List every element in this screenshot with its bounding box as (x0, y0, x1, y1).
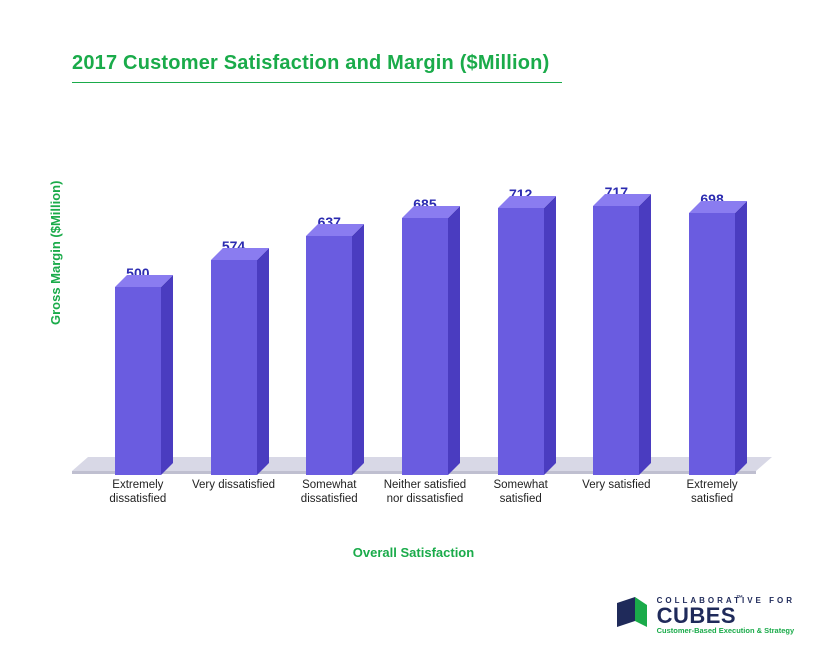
brand-logo: COLLABORATIVE FOR CUBES™ Customer-Based … (607, 595, 795, 637)
bar: 685 (398, 196, 452, 475)
bar-front-face (115, 287, 161, 475)
bar: 637 (302, 214, 356, 475)
bar: 717 (589, 184, 643, 475)
bar-side-face (257, 248, 269, 475)
bar-front-face (306, 236, 352, 475)
category-label: Very dissatisfied (189, 478, 279, 507)
bar: 500 (111, 265, 165, 475)
bar-3d (211, 260, 257, 475)
bar-front-face (211, 260, 257, 475)
x-axis-label: Overall Satisfaction (353, 545, 474, 560)
bar-side-face (352, 224, 364, 475)
category-label: Somewhat satisfied (476, 478, 566, 507)
chart-area: 500 574 637 685 712 717 698 (90, 130, 760, 475)
category-label: Extremely satisfied (667, 478, 757, 507)
bar-front-face (402, 218, 448, 475)
category-label: Extremely dissatisfied (93, 478, 183, 507)
bar-side-face (639, 194, 651, 475)
bar: 698 (685, 191, 739, 475)
category-label: Somewhat dissatisfied (284, 478, 374, 507)
cube-icon (607, 595, 649, 637)
bars-container: 500 574 637 685 712 717 698 (90, 130, 760, 475)
bar-3d (689, 213, 735, 475)
category-label: Very satisfied (571, 478, 661, 507)
bar-front-face (689, 213, 735, 475)
logo-name-text: CUBES (657, 603, 737, 628)
bar-3d (115, 287, 161, 475)
logo-name: CUBES™ (657, 605, 795, 627)
bar-front-face (498, 208, 544, 475)
bar: 574 (207, 238, 261, 475)
bar-side-face (448, 206, 460, 475)
y-axis-label: Gross Margin ($Million) (48, 181, 63, 325)
category-labels: Extremely dissatisfiedVery dissatisfiedS… (90, 478, 760, 507)
bar-3d (498, 208, 544, 475)
bar-3d (593, 206, 639, 475)
category-label: Neither satisfied nor dissatisfied (380, 478, 470, 507)
bar-3d (402, 218, 448, 475)
logo-tagline: Customer-Based Execution & Strategy (657, 627, 795, 635)
logo-tm: ™ (736, 595, 744, 602)
bar: 712 (494, 186, 548, 475)
chart-title: 2017 Customer Satisfaction and Margin ($… (72, 52, 549, 75)
bar-side-face (544, 196, 556, 475)
bar-front-face (593, 206, 639, 475)
bar-side-face (161, 275, 173, 475)
bar-side-face (735, 201, 747, 475)
title-underline (72, 82, 562, 83)
bar-3d (306, 236, 352, 475)
